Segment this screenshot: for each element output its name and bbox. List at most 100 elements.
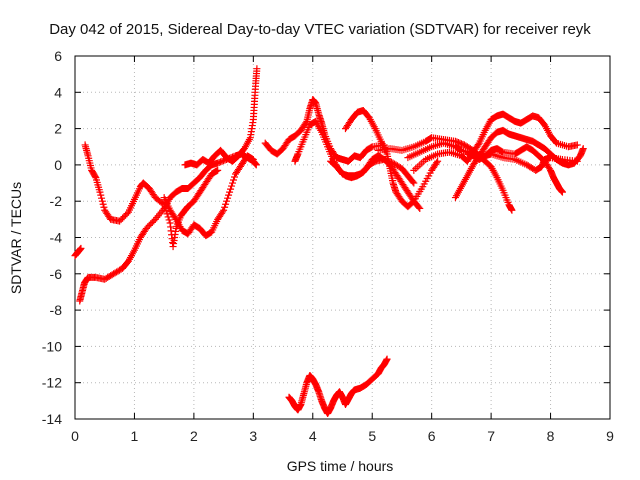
data-point <box>100 203 108 211</box>
data-point <box>227 185 235 193</box>
data-point <box>434 157 442 165</box>
data-point <box>218 157 226 165</box>
x-tick-label: 1 <box>131 428 139 444</box>
data-point <box>119 214 127 222</box>
data-point <box>253 65 261 73</box>
data-point <box>215 158 223 166</box>
data-point <box>213 167 221 175</box>
y-tick-label: 0 <box>54 157 62 173</box>
y-tick-label: -2 <box>50 193 63 209</box>
data-point <box>302 119 310 127</box>
x-tick-label: 6 <box>428 428 436 444</box>
data-point <box>224 194 232 202</box>
data-point <box>226 188 234 196</box>
y-tick-label: 6 <box>54 48 62 64</box>
x-tick-label: 4 <box>309 428 317 444</box>
series-arc-9 <box>341 106 442 211</box>
data-point <box>148 218 156 226</box>
data-point <box>367 143 375 151</box>
data-point <box>214 166 222 174</box>
data-point <box>96 188 104 196</box>
data-point <box>415 203 423 211</box>
data-point <box>228 182 236 190</box>
data-point <box>97 191 105 199</box>
y-tick-labels: 6 4 2 0 -2 -4 -6 -8 -10 -12 -14 <box>42 48 62 427</box>
data-point <box>409 178 417 186</box>
data-point <box>579 145 587 153</box>
data-point <box>120 213 128 221</box>
data-point <box>474 141 482 149</box>
data-point <box>558 188 566 196</box>
x-tick-label: 0 <box>71 428 79 444</box>
series-arc-15 <box>285 355 391 418</box>
data-point <box>383 355 391 363</box>
y-tick-label: -10 <box>42 338 62 354</box>
x-axis-label: GPS time / hours <box>287 458 394 474</box>
data-point <box>230 176 238 184</box>
series-arc-13 <box>451 126 587 202</box>
y-axis-label: SDTVAR / TECUs <box>8 182 24 294</box>
data-point <box>219 208 227 216</box>
data-point <box>225 191 233 199</box>
series-arc-12 <box>410 110 581 174</box>
data-point <box>98 194 106 202</box>
data-point <box>248 155 256 163</box>
x-tick-label: 8 <box>547 428 555 444</box>
series-arc-5 <box>181 65 261 169</box>
data-point <box>223 197 231 205</box>
grid-lines <box>75 56 610 419</box>
x-tick-label: 2 <box>190 428 198 444</box>
data-point <box>163 210 171 218</box>
x-tick-label: 3 <box>249 428 257 444</box>
data-point <box>222 200 230 208</box>
x-tick-labels: 0 1 2 3 4 5 6 7 8 9 <box>71 428 614 444</box>
data-point <box>147 220 155 228</box>
data-point <box>150 217 158 225</box>
data-point <box>433 159 441 167</box>
y-tick-label: -12 <box>42 375 62 391</box>
data-point <box>164 213 172 221</box>
data-point <box>91 172 99 180</box>
data-point <box>457 140 465 148</box>
data-point <box>142 224 150 232</box>
data-point <box>249 155 257 163</box>
data-point <box>99 200 107 208</box>
data-point <box>98 197 106 205</box>
data-point <box>77 244 85 252</box>
data-point <box>144 223 152 231</box>
data-point <box>416 204 424 212</box>
data-point <box>231 173 239 181</box>
series-arc-4 <box>160 152 257 240</box>
data-point <box>410 179 418 187</box>
series-arc-11 <box>404 139 581 174</box>
data-point <box>214 159 222 167</box>
data-point <box>459 140 467 148</box>
x-tick-label: 7 <box>487 428 495 444</box>
x-tick-label: 5 <box>368 428 376 444</box>
y-tick-label: -6 <box>50 266 63 282</box>
data-point <box>508 206 516 214</box>
data-point <box>122 211 130 219</box>
data-point <box>573 141 581 149</box>
data-point <box>145 221 153 229</box>
data-point <box>220 157 228 165</box>
y-tick-label: 2 <box>54 121 62 137</box>
data-point <box>456 146 464 154</box>
data-point <box>252 161 260 169</box>
data-point <box>229 179 237 187</box>
data-point <box>456 139 464 147</box>
data-point <box>123 210 131 218</box>
series-arc-6 <box>261 96 388 165</box>
data-point <box>116 217 124 225</box>
data-point <box>221 203 229 211</box>
series-arc-1 <box>71 244 85 260</box>
chart-title: Day 042 of 2015, Sidereal Day-to-day VTE… <box>49 21 591 38</box>
series-arc-3 <box>81 141 222 251</box>
data-point <box>454 139 462 147</box>
data-point <box>117 216 125 224</box>
data-point <box>498 148 506 156</box>
plot-frame <box>74 55 611 420</box>
series-arc-14 <box>463 143 566 196</box>
y-tick-label: -8 <box>50 302 63 318</box>
